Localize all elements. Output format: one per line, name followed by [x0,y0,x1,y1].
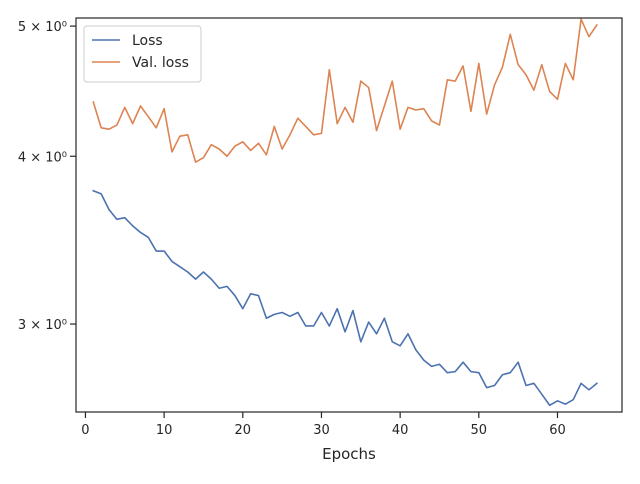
plot-frame [75,17,623,413]
y-tick-label: 5 × 10⁰ [18,20,67,35]
x-tick-label: 50 [471,423,488,438]
legend-label-1: Val. loss [132,55,189,71]
x-tick-label: 10 [156,423,173,438]
series-layer [92,18,598,407]
legend-label-0: Loss [132,33,163,49]
y-tick-label: 3 × 10⁰ [18,318,67,333]
x-tick-label: 40 [392,423,409,438]
legend: Loss Val. loss [83,25,202,83]
x-tick-label: 30 [313,423,330,438]
y-tick-label: 4 × 10⁰ [18,150,67,165]
x-tick-label: 60 [549,423,566,438]
x-tick-label: 20 [235,423,252,438]
x-axis-label: Epochs [322,445,376,463]
series-line-1 [92,18,598,163]
x-tick-label: 0 [81,423,89,438]
series-line-0 [92,189,598,407]
axes-layer: 0 10 20 30 40 50 60 3 × 10⁰ 4 × 10⁰ 5 × 10⁰ [18,17,623,438]
